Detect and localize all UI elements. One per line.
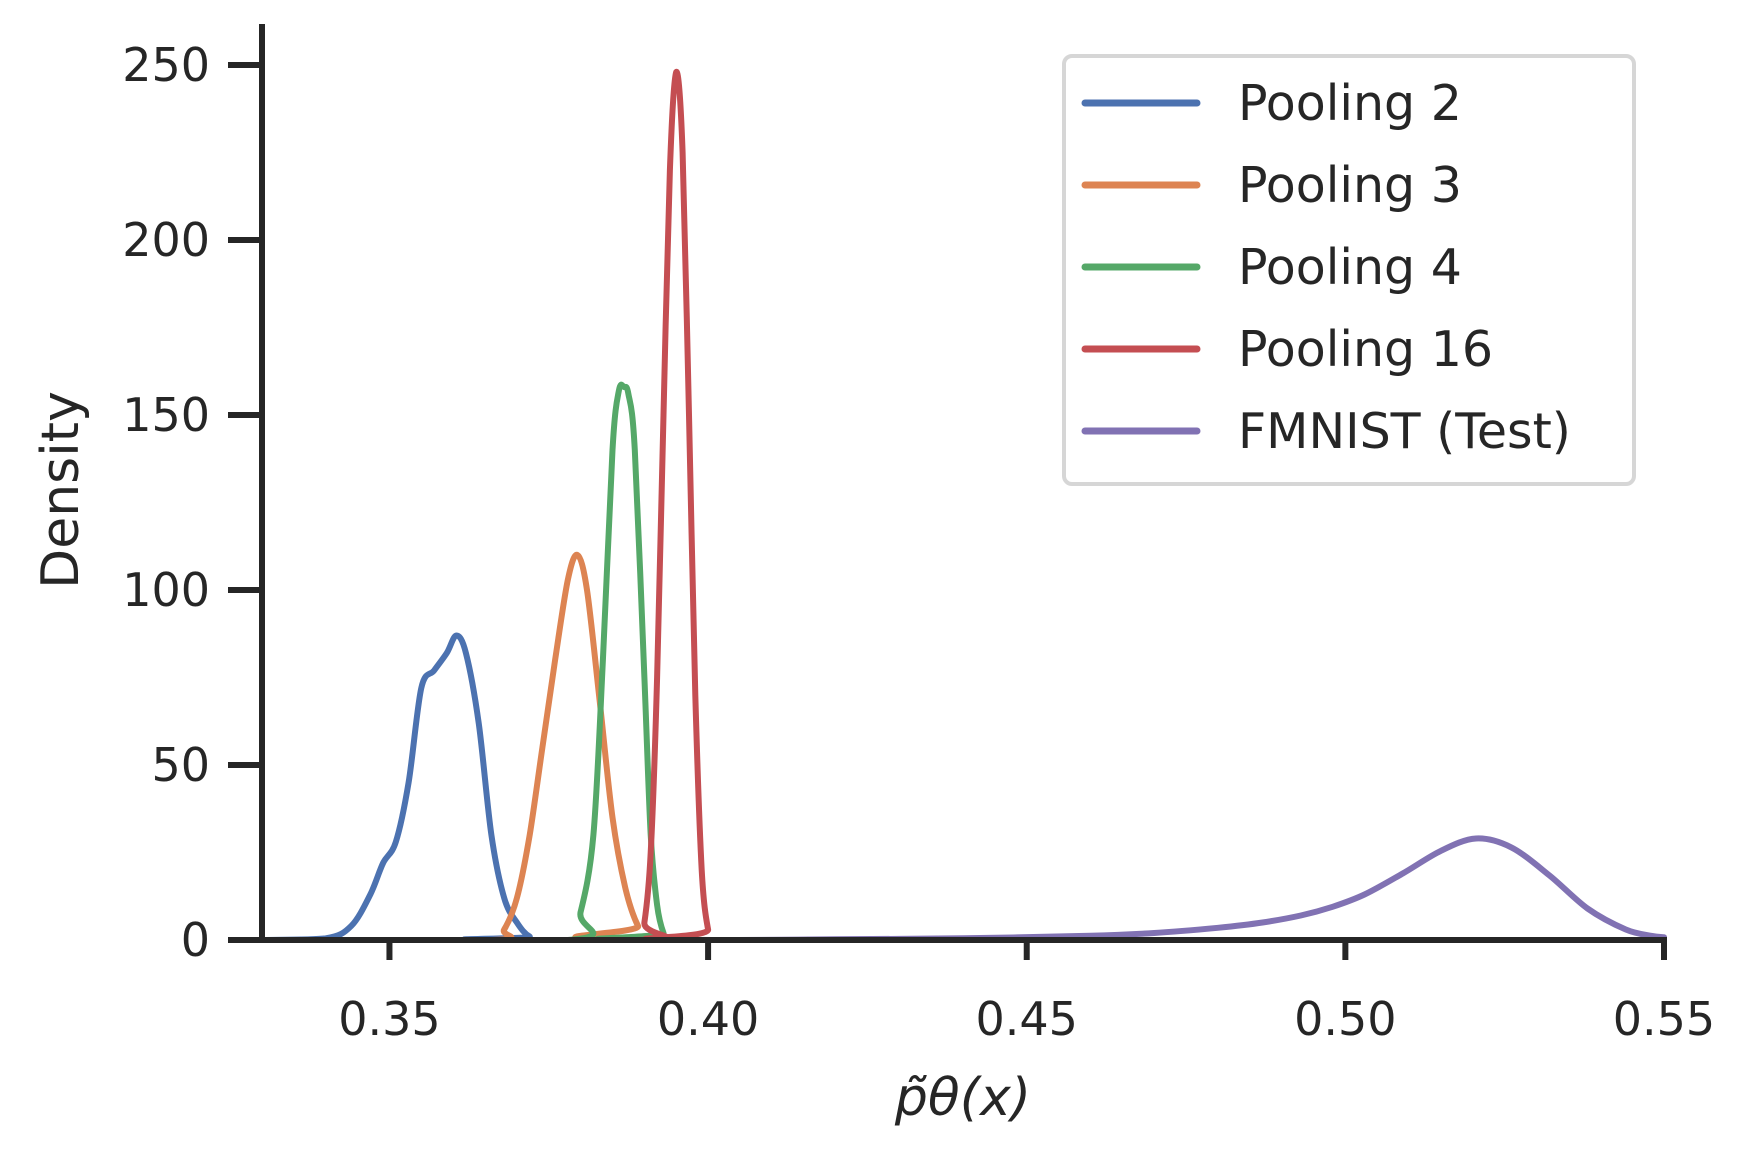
x-axis-label: p̃θ(x) [894,1068,1031,1128]
x-tick-label: 0.40 [657,992,759,1046]
y-tick-label: 50 [151,738,210,792]
legend-box [1062,54,1636,486]
x-tick-label: 0.50 [1294,992,1396,1046]
series-line-fmnist-test [259,835,1667,944]
x-ticks: 0.35 0.40 0.45 0.50 0.55 [338,940,1715,1046]
legend-label: FMNIST (Test) [1238,403,1571,460]
y-tick-label: 250 [122,38,210,92]
legend-label: Pooling 4 [1238,239,1462,296]
series-line-pooling-3 [259,551,1667,943]
y-tick-label: 100 [122,563,210,617]
y-ticks: 0 50 100 150 200 250 [122,38,262,967]
y-tick-label: 0 [181,913,210,967]
legend-label: Pooling 16 [1238,321,1493,378]
y-axis-label: Density [31,391,91,589]
legend: Pooling 2 Pooling 3 Pooling 4 Pooling 16 FMN… [1062,54,1636,486]
x-tick-label: 0.55 [1613,992,1715,1046]
x-tick-label: 0.35 [338,992,440,1046]
y-tick-label: 200 [122,213,210,267]
legend-label: Pooling 2 [1238,75,1462,132]
y-tick-label: 150 [122,388,210,442]
x-tick-label: 0.45 [976,992,1078,1046]
legend-label: Pooling 3 [1238,157,1462,214]
series-line-pooling-2 [259,632,1667,944]
